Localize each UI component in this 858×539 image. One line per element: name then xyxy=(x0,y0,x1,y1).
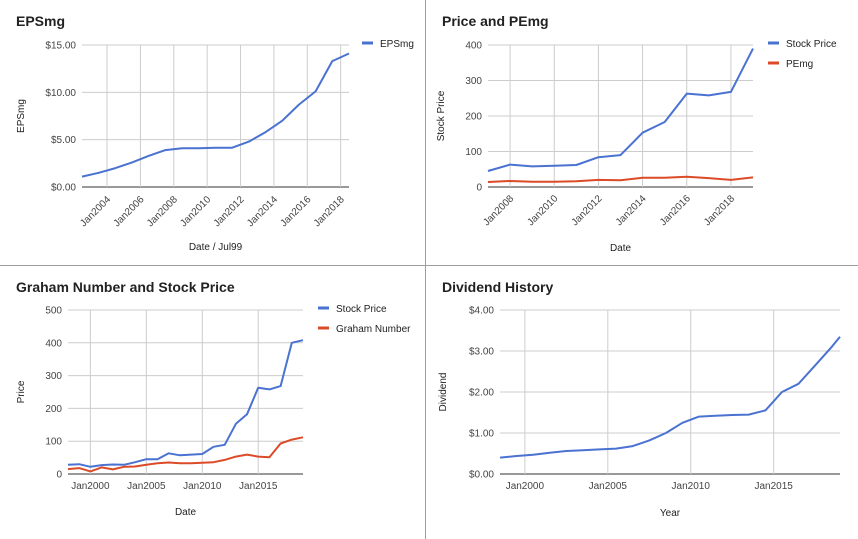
epsmg-chart: $0.00$5.00$10.00$15.00Jan2004Jan2006Jan2… xyxy=(16,39,414,253)
dividend-history-chart: $0.00 $1.00 $2.00 $3.00 $4.00 Jan2000 Jan2005 J… xyxy=(438,306,841,519)
y-tick-label: $0.00 xyxy=(51,183,76,194)
graham-number-chart: 0 100 200 300 400 500 Jan2000 Jan2005 Jan2010 Jan… xyxy=(16,304,411,518)
x-tick-label: Jan2016 xyxy=(658,193,693,228)
graham-number-chart-panel: Graham Number and Stock Price 0 100 200 300… xyxy=(0,266,426,539)
y-axis-title: Stock Price xyxy=(436,90,447,141)
dividend-history-chart-panel: Dividend History $0.00 $1.00 $2.00 $3.00 $4.… xyxy=(426,266,858,539)
x-tick-label: Jan2018 xyxy=(702,193,737,228)
price-pemg-chart-panel: Price and PEmg 0 100 200 300 400 Jan2008 Jan20… xyxy=(426,0,858,266)
epsmg-series-line xyxy=(81,52,350,178)
price-pemg-chart: 0 100 200 300 400 Jan2008 Jan2010 Jan2012 Jan201… xyxy=(436,39,837,254)
y-tick-label: $15.00 xyxy=(45,41,76,52)
stock-price-series-line xyxy=(487,48,754,172)
epsmg-chart-panel: EPSmg $0.00 $5.00 $10.00 $15.00 Jan2004 Jan20… xyxy=(0,0,426,266)
legend-swatch xyxy=(362,41,373,45)
x-tick-label: Jan2015 xyxy=(754,481,793,492)
x-tick-label: Jan2004 xyxy=(78,194,113,229)
y-tick-label: $10.00 xyxy=(45,88,76,99)
x-tick-label: Jan2005 xyxy=(127,481,166,492)
x-tick-label: Jan2018 xyxy=(312,194,347,229)
x-tick-label: Jan2006 xyxy=(112,194,147,229)
x-tick-label: Jan2010 xyxy=(525,193,560,228)
graham-number-series-line xyxy=(67,436,304,473)
x-tick-label: Jan2012 xyxy=(570,193,605,228)
y-tick-label: $3.00 xyxy=(469,347,494,358)
x-tick-label: Jan2005 xyxy=(589,481,628,492)
x-axis-title: Date xyxy=(610,243,632,254)
x-tick-label: Jan2014 xyxy=(245,194,280,229)
x-axis-title: Year xyxy=(660,508,681,519)
y-tick-label: 300 xyxy=(45,371,62,382)
y-tick-label: 400 xyxy=(465,41,482,52)
x-tick-label: Jan2010 xyxy=(672,481,711,492)
y-tick-label: 500 xyxy=(45,306,62,317)
y-tick-label: $1.00 xyxy=(469,429,494,440)
y-tick-label: 400 xyxy=(45,338,62,349)
legend-label: Stock Price xyxy=(336,304,387,315)
y-tick-label: 300 xyxy=(465,76,482,87)
legend-swatch xyxy=(768,61,779,65)
y-tick-label: 200 xyxy=(45,404,62,415)
chart-title: Price and PEmg xyxy=(442,13,549,29)
x-tick-label: Jan2008 xyxy=(481,193,516,228)
stock-price-series-line xyxy=(67,339,304,468)
y-tick-label: 100 xyxy=(465,147,482,158)
x-tick-label: Jan2015 xyxy=(239,481,278,492)
x-tick-label: Jan2012 xyxy=(212,194,247,229)
legend-label: Stock Price xyxy=(786,39,837,50)
y-tick-label: $5.00 xyxy=(51,135,76,146)
legend-swatch xyxy=(768,41,779,45)
pemg-series-line xyxy=(487,175,754,183)
y-tick-label: 100 xyxy=(45,437,62,448)
y-axis-title: EPSmg xyxy=(16,99,27,133)
x-axis-title: Date / Jul99 xyxy=(189,242,243,253)
x-tick-label: Jan2000 xyxy=(71,481,110,492)
y-tick-label: $4.00 xyxy=(469,306,494,317)
x-tick-label: Jan2014 xyxy=(614,193,649,228)
y-axis-title: Dividend xyxy=(438,373,449,412)
y-axis-title: Price xyxy=(16,380,27,403)
legend-label: Graham Number xyxy=(336,324,411,335)
data-series-line xyxy=(499,336,841,459)
y-tick-label: $2.00 xyxy=(469,388,494,399)
chart-title: Graham Number and Stock Price xyxy=(16,279,235,295)
legend-label: PEmg xyxy=(786,59,813,70)
x-axis-title: Date xyxy=(175,507,197,518)
x-tick-label: Jan2010 xyxy=(178,194,213,229)
legend-swatch xyxy=(318,306,329,310)
legend-label: EPSmg xyxy=(380,39,414,50)
y-tick-label: 0 xyxy=(56,470,62,481)
x-tick-label: Jan2008 xyxy=(145,194,180,229)
y-tick-label: $0.00 xyxy=(469,470,494,481)
x-tick-label: Jan2016 xyxy=(278,194,313,229)
y-tick-label: 200 xyxy=(465,112,482,123)
y-tick-label: 0 xyxy=(476,183,482,194)
chart-title: Dividend History xyxy=(442,279,554,295)
x-tick-label: Jan2000 xyxy=(506,481,545,492)
legend-swatch xyxy=(318,326,329,330)
x-tick-label: Jan2010 xyxy=(183,481,222,492)
chart-title: EPSmg xyxy=(16,13,66,29)
